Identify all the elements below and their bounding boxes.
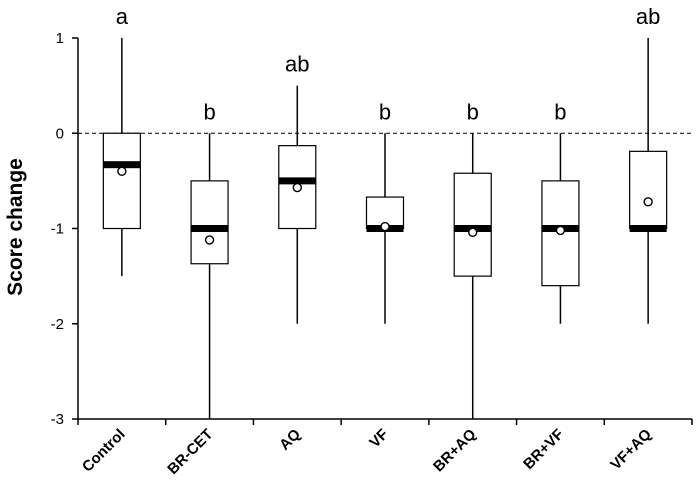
iqr-box	[102, 132, 141, 230]
iqr-box	[629, 150, 668, 230]
mean-marker	[380, 221, 390, 232]
y-tick-label: -1	[51, 221, 64, 238]
category-label: AQ	[276, 426, 304, 454]
category-label: VF+AQ	[607, 426, 655, 474]
y-tick-label: 1	[56, 30, 64, 47]
mean-marker	[555, 225, 566, 236]
mean-marker	[204, 235, 215, 245]
significance-letter: a	[116, 4, 129, 29]
mean-marker	[643, 197, 653, 207]
y-tick-label: 0	[56, 125, 64, 142]
significance-letter: ab	[285, 52, 309, 77]
category-label: BR+VF	[520, 426, 567, 473]
category-label: VF	[366, 426, 392, 452]
significance-letter: ab	[636, 4, 660, 29]
plot-area: 1 0 -1 -2 -3 a Control b BR-CET ab AQ b VF b BR+AQ b BR+…	[51, 4, 693, 478]
significance-letter: b	[203, 99, 215, 124]
mean-marker	[117, 166, 127, 177]
significance-letter: b	[467, 99, 479, 124]
significance-letter: b	[379, 99, 391, 124]
mean-marker	[468, 227, 478, 238]
category-label: BR-CET	[164, 426, 216, 478]
category-label: BR+AQ	[430, 426, 480, 476]
median-bar	[629, 225, 667, 232]
y-tick-label: -2	[51, 316, 64, 333]
median-bar	[278, 177, 316, 185]
iqr-box	[190, 180, 229, 265]
median-bar	[103, 161, 141, 169]
median-bar	[191, 225, 229, 232]
category-label: Control	[79, 426, 129, 476]
mean-marker	[292, 182, 302, 193]
significance-letter: b	[554, 99, 566, 124]
y-tick-label: -3	[51, 411, 64, 428]
iqr-box	[453, 172, 492, 277]
y-axis-title: Score change	[4, 158, 27, 296]
